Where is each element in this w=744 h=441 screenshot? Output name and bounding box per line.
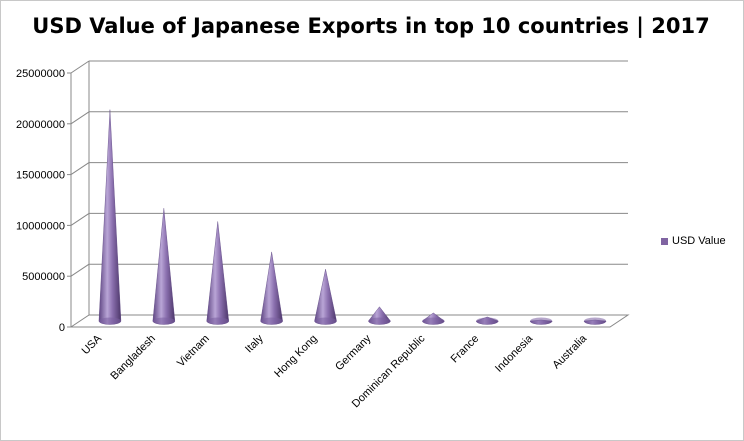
- chart-title: USD Value of Japanese Exports in top 10 …: [32, 14, 710, 38]
- cone-italy: [260, 251, 283, 325]
- cone-body: [260, 251, 283, 325]
- legend-swatch: [661, 237, 668, 245]
- x-tick-label: France: [449, 333, 482, 366]
- chart-walls: [69, 61, 630, 328]
- y-tick-label: 0: [59, 322, 65, 334]
- cone-base: [260, 317, 283, 325]
- gridline-side: [70, 162, 90, 176]
- y-tick-label: 20000000: [16, 119, 65, 131]
- cone-body: [98, 109, 122, 325]
- cone-base: [314, 317, 337, 325]
- x-tick-label: USA: [80, 332, 105, 357]
- y-tick-label: 10000000: [16, 220, 65, 232]
- x-tick-label: Indonesia: [493, 332, 536, 375]
- gridline-side: [70, 263, 90, 277]
- cone-usa: [98, 109, 122, 325]
- gridline-side: [70, 111, 90, 125]
- chart-floor: [69, 314, 630, 328]
- cone-base: [584, 317, 607, 325]
- cone-base: [476, 317, 499, 325]
- cone-bangladesh: [152, 208, 176, 325]
- cone-australia: [583, 317, 607, 325]
- cone-base: [206, 317, 229, 325]
- cone-base: [98, 317, 121, 325]
- cone-base: [422, 317, 445, 325]
- y-tick-label: 5000000: [22, 271, 65, 283]
- cone-base: [368, 317, 391, 325]
- cones: [98, 109, 607, 325]
- legend-label: USD Value: [672, 235, 726, 247]
- gridline-side: [70, 212, 90, 226]
- x-axis: USA Bangladesh Vietnam Italy Hong Kong German…: [80, 332, 590, 410]
- x-tick-label: Hong Kong: [272, 333, 319, 380]
- gridlines: [70, 60, 628, 277]
- cone-body: [314, 269, 337, 325]
- y-tick-label: 15000000: [16, 170, 65, 182]
- x-tick-label: Italy: [243, 332, 266, 355]
- gridline-side: [70, 60, 90, 74]
- y-tick-label: 25000000: [16, 68, 65, 80]
- cone-body: [206, 221, 229, 325]
- cone-hong-kong: [314, 269, 337, 325]
- cone-base: [152, 317, 175, 325]
- legend: USD Value: [661, 235, 726, 247]
- cone-vietnam: [206, 221, 229, 325]
- x-tick-label: Germany: [333, 332, 374, 373]
- cone-germany: [368, 306, 391, 325]
- cone-base: [530, 317, 553, 325]
- cone-indonesia: [529, 317, 553, 325]
- x-tick-label: Australia: [550, 332, 589, 371]
- y-axis: 0 5000000 10000000 15000000 20000000 25000000: [16, 68, 71, 334]
- x-tick-label: Vietnam: [175, 333, 212, 370]
- cone-france: [476, 316, 499, 325]
- cone-body: [152, 208, 176, 325]
- x-tick-label: Bangladesh: [108, 333, 158, 383]
- cone-dominican-republic: [422, 312, 445, 325]
